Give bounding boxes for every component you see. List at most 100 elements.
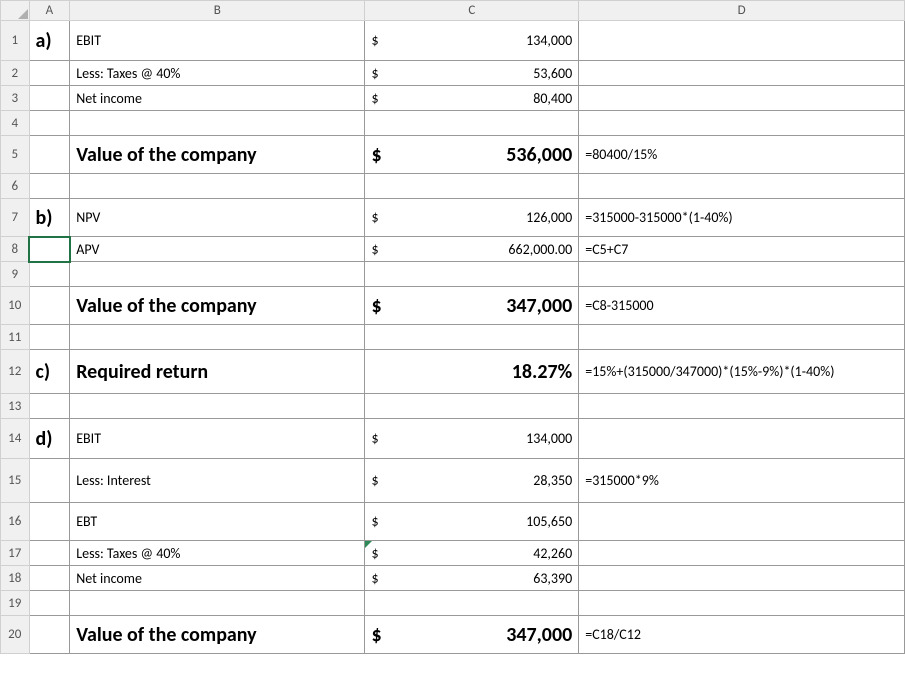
cell-C9[interactable] [365,262,579,287]
cell-D2[interactable] [579,61,905,86]
row-header-15[interactable]: 15 [1,459,30,503]
cell-A2[interactable] [29,61,70,86]
row-header-16[interactable]: 16 [1,503,30,541]
row-header-12[interactable]: 12 [1,350,30,394]
row-header-19[interactable]: 19 [1,591,30,616]
cell-B16[interactable]: EBT [70,503,365,541]
cell-C12[interactable]: 18.27% [365,350,579,394]
cell-B2[interactable]: Less: Taxes @ 40% [70,61,365,86]
cell-C10[interactable]: $347,000 [365,287,579,325]
cell-C5[interactable]: $536,000 [365,136,579,174]
cell-A4[interactable] [29,111,70,136]
cell-C13[interactable] [365,394,579,419]
row-header-8[interactable]: 8 [1,237,30,262]
cell-B8[interactable]: APV [70,237,365,262]
cell-B13[interactable] [70,394,365,419]
cell-C3[interactable]: $80,400 [365,86,579,111]
row-header-18[interactable]: 18 [1,566,30,591]
cell-B19[interactable] [70,591,365,616]
col-header-C[interactable]: C [365,1,579,21]
cell-D14[interactable] [579,419,905,459]
row-header-20[interactable]: 20 [1,616,30,654]
cell-B12[interactable]: Required return [70,350,365,394]
row-header-7[interactable]: 7 [1,199,30,237]
col-header-A[interactable]: A [29,1,70,21]
cell-A7[interactable]: b) [29,199,70,237]
cell-C19[interactable] [365,591,579,616]
cell-A18[interactable] [29,566,70,591]
cell-A3[interactable] [29,86,70,111]
row-header-4[interactable]: 4 [1,111,30,136]
cell-A19[interactable] [29,591,70,616]
cell-D12[interactable]: =15%+(315000/347000)*(15%-9%)*(1-40%) [579,350,905,394]
row-header-1[interactable]: 1 [1,21,30,61]
cell-B5[interactable]: Value of the company [70,136,365,174]
cell-D5[interactable]: =80400/15% [579,136,905,174]
cell-D4[interactable] [579,111,905,136]
cell-C17[interactable]: $42,260 [365,541,579,566]
cell-C6[interactable] [365,174,579,199]
cell-B1[interactable]: EBIT [70,21,365,61]
cell-C20[interactable]: $347,000 [365,616,579,654]
col-header-B[interactable]: B [70,1,365,21]
cell-A6[interactable] [29,174,70,199]
cell-A17[interactable] [29,541,70,566]
cell-C11[interactable] [365,325,579,350]
select-all-corner[interactable] [1,1,30,21]
cell-D20[interactable]: =C18/C12 [579,616,905,654]
cell-B20[interactable]: Value of the company [70,616,365,654]
cell-B11[interactable] [70,325,365,350]
row-header-9[interactable]: 9 [1,262,30,287]
row-header-14[interactable]: 14 [1,419,30,459]
row-header-2[interactable]: 2 [1,61,30,86]
row-header-5[interactable]: 5 [1,136,30,174]
row-header-10[interactable]: 10 [1,287,30,325]
cell-D19[interactable] [579,591,905,616]
cell-C1[interactable]: $134,000 [365,21,579,61]
cell-D6[interactable] [579,174,905,199]
cell-A11[interactable] [29,325,70,350]
cell-D13[interactable] [579,394,905,419]
cell-C14[interactable]: $134,000 [365,419,579,459]
cell-B6[interactable] [70,174,365,199]
cell-A20[interactable] [29,616,70,654]
cell-C7[interactable]: $126,000 [365,199,579,237]
cell-B17[interactable]: Less: Taxes @ 40% [70,541,365,566]
cell-D1[interactable] [579,21,905,61]
cell-A16[interactable] [29,503,70,541]
cell-B7[interactable]: NPV [70,199,365,237]
row-header-11[interactable]: 11 [1,325,30,350]
cell-A12[interactable]: c) [29,350,70,394]
cell-D17[interactable] [579,541,905,566]
cell-D3[interactable] [579,86,905,111]
cell-D15[interactable]: =315000*9% [579,459,905,503]
cell-D18[interactable] [579,566,905,591]
cell-D16[interactable] [579,503,905,541]
cell-D9[interactable] [579,262,905,287]
cell-A9[interactable] [29,262,70,287]
cell-D7[interactable]: =315000-315000*(1-40%) [579,199,905,237]
row-header-13[interactable]: 13 [1,394,30,419]
cell-D8[interactable]: =C5+C7 [579,237,905,262]
cell-B9[interactable] [70,262,365,287]
row-header-3[interactable]: 3 [1,86,30,111]
cell-A5[interactable] [29,136,70,174]
cell-A14[interactable]: d) [29,419,70,459]
spreadsheet-grid[interactable]: A B C D 1a)EBIT$134,0002Less: Taxes @ 40… [0,0,905,654]
cell-B4[interactable] [70,111,365,136]
cell-B3[interactable]: Net income [70,86,365,111]
cell-C15[interactable]: $28,350 [365,459,579,503]
cell-A10[interactable] [29,287,70,325]
cell-A1[interactable]: a) [29,21,70,61]
cell-D11[interactable] [579,325,905,350]
cell-C2[interactable]: $53,600 [365,61,579,86]
cell-C8[interactable]: $662,000.00 [365,237,579,262]
row-header-6[interactable]: 6 [1,174,30,199]
cell-C4[interactable] [365,111,579,136]
cell-B10[interactable]: Value of the company [70,287,365,325]
cell-A8[interactable] [29,237,70,262]
row-header-17[interactable]: 17 [1,541,30,566]
cell-B18[interactable]: Net income [70,566,365,591]
cell-B14[interactable]: EBIT [70,419,365,459]
cell-D10[interactable]: =C8-315000 [579,287,905,325]
